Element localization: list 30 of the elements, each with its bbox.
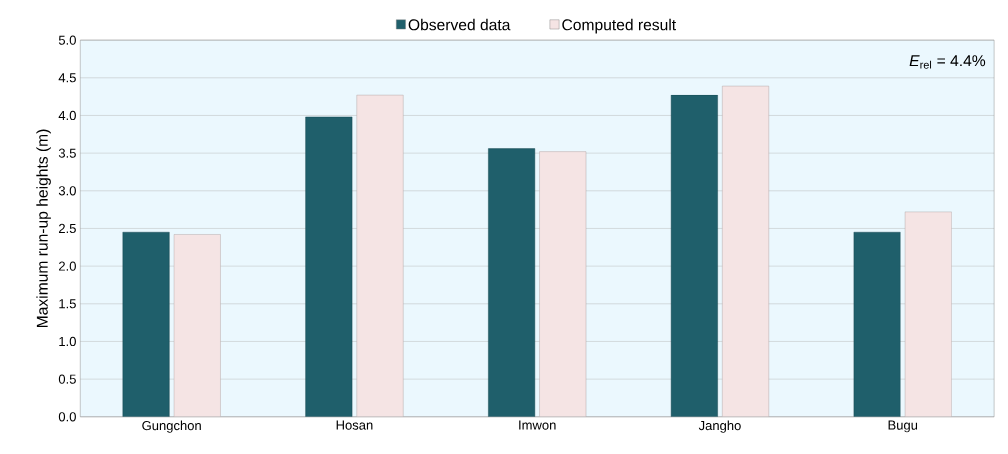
bar — [305, 116, 353, 417]
y-tick-label: 1.0 — [59, 336, 76, 347]
y-tick-label: 0.5 — [58, 374, 76, 384]
x-tick-label: Bugu — [888, 420, 918, 433]
y-tick-label: 3.5 — [58, 148, 76, 158]
bar — [173, 234, 221, 417]
x-tick-label: Hosan — [336, 420, 373, 430]
legend-label: Observed data — [408, 18, 511, 31]
bar — [904, 211, 952, 417]
y-tick-label: 1.5 — [59, 299, 76, 309]
y-tick-label: 3.0 — [58, 186, 76, 196]
x-tick-label: Gungchon — [142, 420, 201, 433]
bar — [670, 94, 718, 417]
bar — [853, 232, 901, 417]
y-tick-label: 4.0 — [58, 110, 76, 121]
legend-label: Computed result — [562, 18, 676, 34]
y-tick-label: 4.5 — [58, 73, 76, 83]
bar — [356, 94, 404, 417]
x-tick-label: Jangho — [698, 420, 741, 433]
bar — [488, 148, 536, 417]
y-tick-label: 2.5 — [58, 223, 76, 234]
x-tick-label: Imwon — [519, 420, 556, 430]
y-tick-label: 2.0 — [58, 261, 76, 271]
bar — [122, 232, 170, 417]
bar — [539, 151, 587, 417]
bar — [722, 85, 770, 417]
y-axis-title: Maximum run-up heights (m) — [36, 129, 51, 328]
annotation: E$_{rel}$ = 4.4% — [909, 55, 986, 69]
y-tick-label: 5.0 — [58, 35, 76, 45]
y-tick-label: 0.0 — [58, 412, 76, 422]
